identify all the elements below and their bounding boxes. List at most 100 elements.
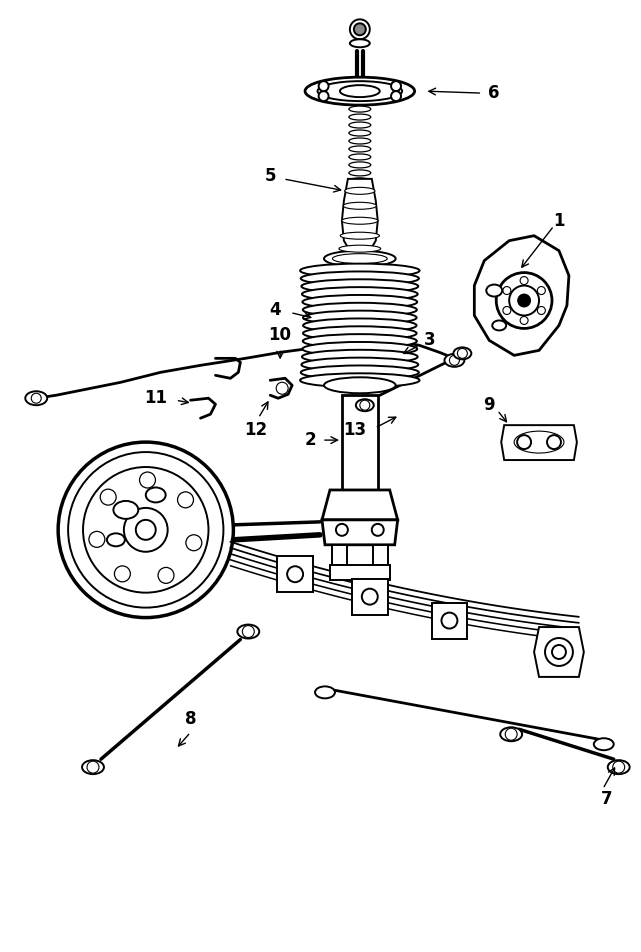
Ellipse shape: [302, 288, 418, 301]
Text: 8: 8: [185, 710, 196, 728]
Circle shape: [505, 728, 517, 741]
Circle shape: [124, 508, 168, 552]
Text: 7: 7: [601, 790, 613, 808]
Ellipse shape: [301, 358, 419, 371]
Ellipse shape: [349, 154, 370, 160]
Circle shape: [158, 567, 174, 584]
Ellipse shape: [82, 760, 104, 774]
Polygon shape: [534, 627, 584, 677]
Ellipse shape: [237, 625, 259, 639]
Ellipse shape: [300, 373, 420, 387]
Circle shape: [242, 625, 254, 638]
Ellipse shape: [113, 501, 138, 519]
Ellipse shape: [608, 760, 629, 774]
Bar: [352, 579, 388, 615]
Ellipse shape: [303, 342, 417, 356]
Ellipse shape: [146, 487, 165, 503]
Circle shape: [503, 287, 511, 294]
Circle shape: [178, 492, 194, 507]
Ellipse shape: [349, 138, 370, 144]
Ellipse shape: [349, 169, 370, 176]
Ellipse shape: [324, 377, 395, 393]
Bar: [342, 395, 378, 490]
Circle shape: [552, 645, 566, 659]
Ellipse shape: [303, 327, 417, 340]
Circle shape: [458, 348, 467, 358]
Ellipse shape: [302, 349, 418, 364]
Ellipse shape: [303, 334, 417, 348]
Text: 6: 6: [488, 84, 500, 102]
Text: 12: 12: [244, 421, 267, 439]
Bar: [332, 545, 347, 565]
Ellipse shape: [317, 81, 402, 101]
Circle shape: [518, 294, 530, 307]
Ellipse shape: [300, 264, 420, 278]
Polygon shape: [474, 236, 569, 355]
Ellipse shape: [303, 319, 417, 332]
Ellipse shape: [444, 354, 464, 367]
Circle shape: [520, 316, 528, 325]
Text: 11: 11: [144, 389, 167, 407]
Circle shape: [87, 762, 99, 773]
Ellipse shape: [349, 130, 370, 136]
Circle shape: [537, 287, 545, 294]
Ellipse shape: [453, 347, 471, 359]
Circle shape: [31, 393, 41, 404]
Ellipse shape: [349, 114, 370, 120]
Text: 9: 9: [483, 396, 495, 414]
Ellipse shape: [303, 303, 417, 317]
Ellipse shape: [349, 146, 370, 152]
Ellipse shape: [492, 321, 506, 330]
Ellipse shape: [301, 271, 419, 286]
Circle shape: [613, 762, 625, 773]
Ellipse shape: [324, 250, 395, 267]
Bar: [373, 545, 388, 565]
Circle shape: [520, 277, 528, 285]
Ellipse shape: [345, 188, 375, 194]
Circle shape: [517, 435, 531, 449]
Circle shape: [442, 612, 458, 628]
Circle shape: [319, 91, 329, 101]
Circle shape: [545, 638, 573, 666]
Circle shape: [58, 442, 233, 618]
Circle shape: [140, 472, 156, 488]
Circle shape: [509, 286, 539, 315]
Polygon shape: [322, 520, 397, 545]
Circle shape: [391, 91, 401, 101]
Circle shape: [115, 565, 130, 582]
Ellipse shape: [340, 232, 379, 239]
Bar: [330, 565, 390, 580]
Ellipse shape: [350, 39, 370, 48]
Bar: [277, 556, 313, 592]
Circle shape: [287, 566, 303, 583]
Ellipse shape: [349, 122, 370, 128]
Text: 5: 5: [265, 167, 276, 185]
Circle shape: [391, 81, 401, 91]
Circle shape: [276, 383, 288, 394]
Ellipse shape: [487, 285, 502, 296]
Circle shape: [319, 81, 329, 91]
Polygon shape: [322, 490, 397, 520]
Circle shape: [350, 19, 370, 39]
Text: 2: 2: [304, 431, 316, 449]
Circle shape: [360, 400, 370, 410]
Polygon shape: [501, 426, 577, 460]
Ellipse shape: [340, 85, 379, 97]
Circle shape: [449, 355, 460, 366]
Ellipse shape: [342, 217, 378, 225]
Circle shape: [503, 307, 511, 314]
Circle shape: [336, 524, 348, 536]
Ellipse shape: [356, 399, 374, 411]
Circle shape: [100, 489, 116, 506]
Ellipse shape: [333, 253, 387, 264]
Circle shape: [68, 452, 224, 607]
Circle shape: [537, 307, 545, 314]
Circle shape: [547, 435, 561, 449]
Ellipse shape: [315, 686, 335, 699]
Text: 10: 10: [269, 327, 292, 345]
Ellipse shape: [107, 533, 125, 546]
Bar: [431, 603, 467, 639]
Circle shape: [89, 531, 105, 547]
Text: 1: 1: [553, 211, 565, 229]
Ellipse shape: [303, 295, 417, 308]
